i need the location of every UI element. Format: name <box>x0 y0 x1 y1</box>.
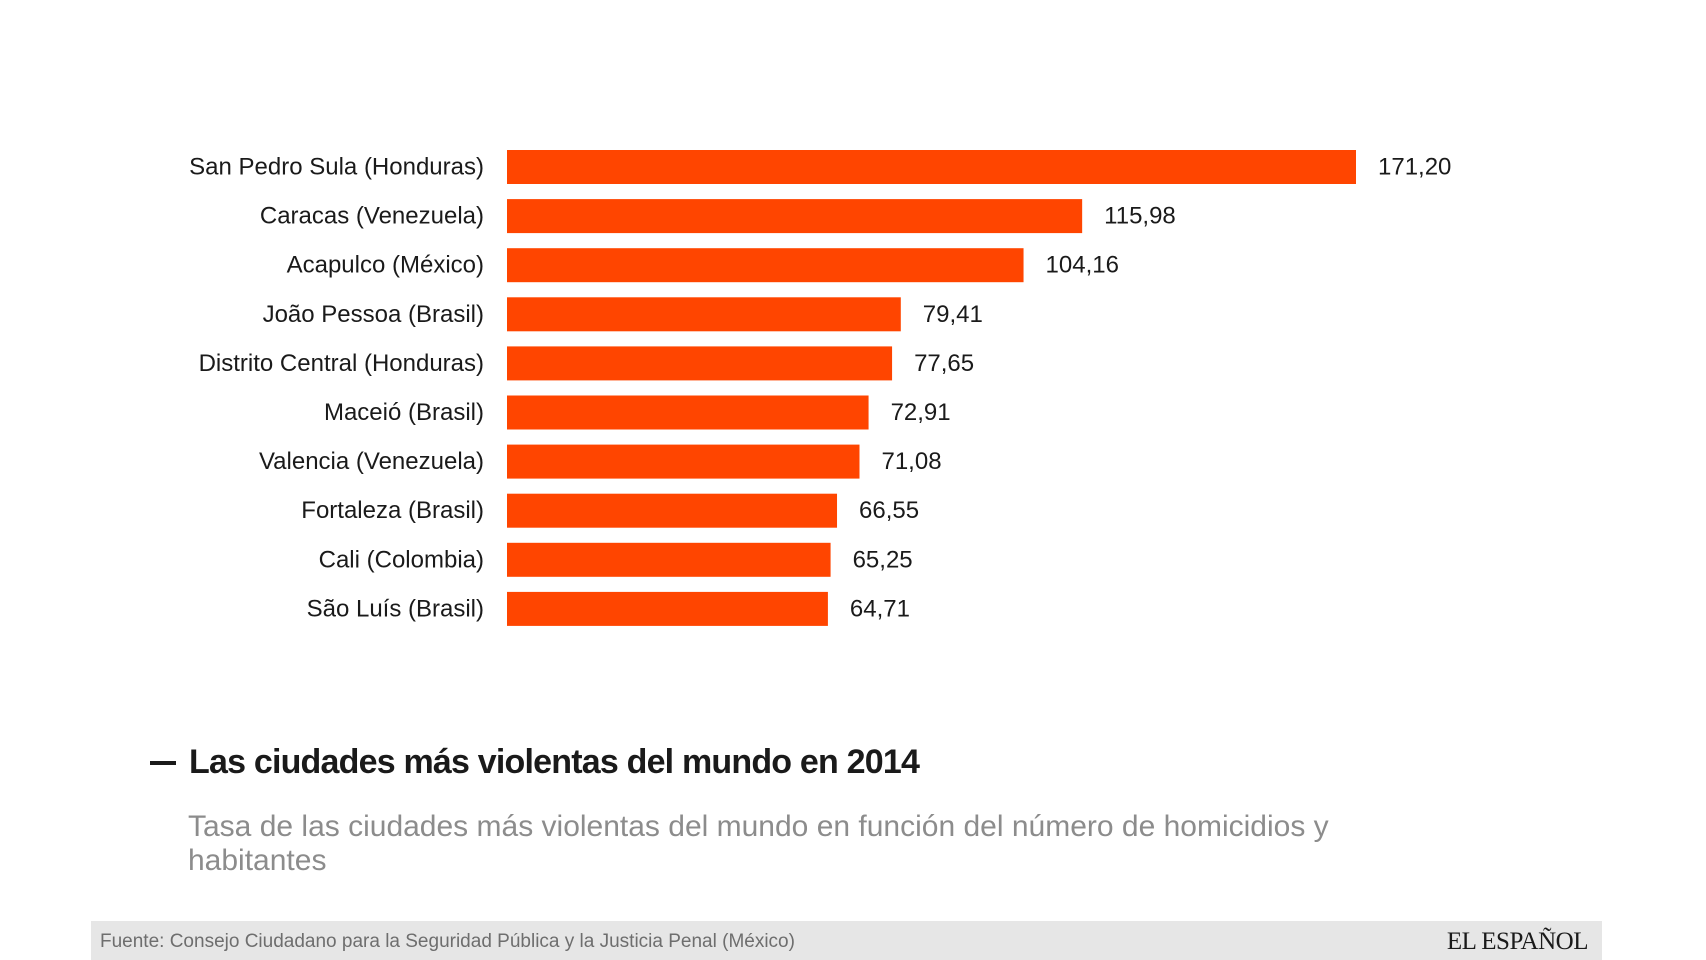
value-label: 66,55 <box>859 497 919 524</box>
bar <box>507 493 838 528</box>
title-dash-icon <box>150 760 176 765</box>
value-label: 115,98 <box>1104 203 1176 230</box>
value-label: 77,65 <box>914 350 974 377</box>
value-label: 72,91 <box>891 399 951 426</box>
category-label: Valencia (Venezuela) <box>259 448 484 475</box>
bar <box>507 248 1024 283</box>
value-labels: 171,20 115,98 104,16 79,41 77,65 72,91 71,08 66… <box>850 154 1452 623</box>
chart-title: Las ciudades más violentas del mundo en … <box>189 743 920 781</box>
bar <box>507 199 1083 234</box>
source-text: Fuente: Consejo Ciudadano para la Seguri… <box>100 931 795 952</box>
bar-chart: San Pedro Sula (Honduras) Caracas (Venezu… <box>189 150 1452 626</box>
category-label: San Pedro Sula (Honduras) <box>189 154 484 181</box>
bar <box>507 346 893 381</box>
category-labels: San Pedro Sula (Honduras) Caracas (Venezu… <box>189 154 484 623</box>
category-label: Maceió (Brasil) <box>324 399 484 426</box>
bar <box>507 297 901 332</box>
bars <box>507 150 1356 626</box>
bar <box>507 444 860 479</box>
category-label: João Pessoa (Brasil) <box>263 301 484 328</box>
bar <box>507 150 1356 184</box>
chart-title-block: Las ciudades más violentas del mundo en … <box>150 743 920 782</box>
category-label: Distrito Central (Honduras) <box>199 350 484 377</box>
bar <box>507 542 831 577</box>
category-label: Fortaleza (Brasil) <box>301 497 484 524</box>
value-label: 65,25 <box>853 546 913 573</box>
category-label: São Luís (Brasil) <box>307 595 484 622</box>
bar <box>507 395 869 430</box>
footer-bar: Fuente: Consejo Ciudadano para la Seguri… <box>91 921 1602 960</box>
bar <box>507 591 828 626</box>
value-label: 79,41 <box>923 301 983 328</box>
category-label: Acapulco (México) <box>287 252 484 279</box>
value-label: 104,16 <box>1046 252 1119 279</box>
category-label: Cali (Colombia) <box>319 546 484 573</box>
category-label: Caracas (Venezuela) <box>260 203 484 230</box>
chart-subtitle: Tasa de las ciudades más violentas del m… <box>188 810 1329 877</box>
brand-logo: EL ESPAÑOL <box>1446 928 1589 955</box>
value-label: 64,71 <box>850 595 910 622</box>
value-label: 171,20 <box>1378 154 1451 181</box>
value-label: 71,08 <box>881 448 941 475</box>
